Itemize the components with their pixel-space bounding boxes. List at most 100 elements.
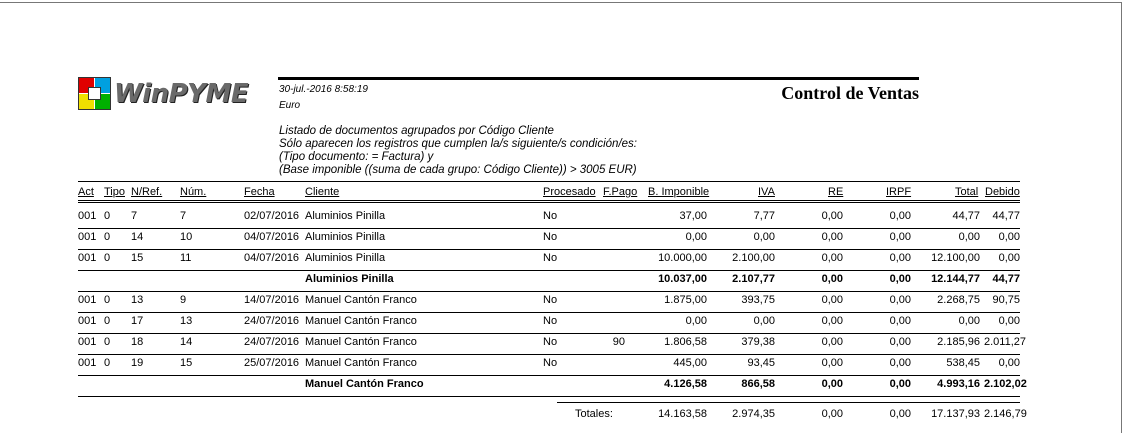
- column-header-tipo: Tipo: [104, 186, 125, 198]
- divider: [78, 291, 1020, 292]
- cell-fecha: 02/07/2016: [244, 210, 300, 222]
- divider: [78, 375, 1020, 376]
- totals-label: Totales:: [575, 408, 613, 420]
- cell-tipo: 0: [104, 294, 111, 306]
- column-header-nref: N/Ref.: [131, 186, 163, 198]
- cell-cliente: Aluminios Pinilla: [305, 231, 386, 243]
- cell-num: 15: [180, 357, 193, 369]
- description-line: (Tipo documento: = Factura) y: [279, 151, 434, 163]
- cell-act: 001: [78, 252, 97, 264]
- cell-act: 001: [78, 357, 97, 369]
- cell-nref: 15: [131, 252, 144, 264]
- report-title: Control de Ventas: [781, 83, 919, 103]
- cell-re: 0,00: [821, 336, 843, 348]
- cell-cliente: Aluminios Pinilla: [305, 210, 386, 222]
- group-subtotal-row: Manuel Cantón Franco 4.126,58 866,58 0,00 0,…: [0, 378, 1125, 398]
- cell-base: 0,00: [685, 315, 707, 327]
- cell-nref: 14: [131, 231, 144, 243]
- cell-nref: 18: [131, 336, 144, 348]
- cell-total: 12.100,00: [931, 252, 980, 264]
- winpyme-logo: WinPYME: [78, 77, 249, 110]
- cell-iva: 2.100,00: [732, 252, 775, 264]
- cell-procesado: No: [543, 231, 558, 243]
- column-header-re: RE: [828, 186, 844, 198]
- table-row: 001 0 14 10 04/07/2016 Aluminios Pinilla No 0,0…: [0, 231, 1125, 251]
- description-line: Sólo aparecen los registros que cumplen …: [279, 138, 637, 150]
- cell-nref: 19: [131, 357, 144, 369]
- cell-cliente: Aluminios Pinilla: [305, 273, 394, 285]
- cell-base: 1.806,58: [664, 336, 707, 348]
- divider: [78, 270, 1020, 271]
- cell-debido: 2.102,02: [984, 378, 1027, 390]
- cell-base: 4.126,58: [664, 378, 707, 390]
- column-header-fecha: Fecha: [244, 186, 275, 198]
- cell-debido: 0,00: [998, 315, 1020, 327]
- cell-debido: 0,00: [998, 231, 1020, 243]
- cell-irpf: 0,00: [889, 336, 911, 348]
- header-rule: [278, 77, 919, 80]
- cell-num: 7: [180, 210, 187, 222]
- divider: [78, 202, 1020, 203]
- cell-iva: 93,45: [747, 357, 775, 369]
- cell-irpf: 0,00: [889, 378, 911, 390]
- divider: [78, 181, 1020, 182]
- cell-tipo: 0: [104, 252, 111, 264]
- cell-tipo: 0: [104, 315, 111, 327]
- cell-cliente: Manuel Cantón Franco: [305, 357, 417, 369]
- cell-total: 44,77: [952, 210, 980, 222]
- cell-cliente: Manuel Cantón Franco: [305, 336, 417, 348]
- cell-num: 14: [180, 336, 193, 348]
- cell-total: 2.185,96: [937, 336, 980, 348]
- cell-re: 0,00: [821, 357, 843, 369]
- cell-procesado: No: [543, 210, 558, 222]
- cell-cliente: Manuel Cantón Franco: [305, 315, 417, 327]
- cell-debido: 44,77: [992, 210, 1020, 222]
- divider: [78, 200, 1020, 201]
- cell-fecha: 25/07/2016: [244, 357, 300, 369]
- cell-cliente: Manuel Cantón Franco: [305, 378, 424, 390]
- cell-iva: 2.974,35: [732, 408, 775, 420]
- table-row: 001 0 7 7 02/07/2016 Aluminios Pinilla No 37,00…: [0, 210, 1125, 230]
- cell-iva: 2.107,77: [732, 273, 775, 285]
- table-row: 001 0 18 14 24/07/2016 Manuel Cantón Franco No…: [0, 336, 1125, 356]
- cell-base: 37,00: [679, 210, 707, 222]
- column-header-cliente: Cliente: [305, 186, 340, 198]
- cell-irpf: 0,00: [889, 273, 911, 285]
- cell-irpf: 0,00: [889, 210, 911, 222]
- cell-base: 14.163,58: [658, 408, 707, 420]
- cell-re: 0,00: [821, 210, 843, 222]
- cell-act: 001: [78, 210, 97, 222]
- description-line: Listado de documentos agrupados por Códi…: [279, 125, 554, 137]
- cell-fecha: 14/07/2016: [244, 294, 300, 306]
- cell-re: 0,00: [821, 315, 843, 327]
- cell-procesado: No: [543, 357, 558, 369]
- cell-total: 12.144,77: [931, 273, 980, 285]
- table-header: Act Tipo N/Ref. Núm. Fecha Cliente Procesado F.…: [0, 186, 1125, 206]
- cell-iva: 393,75: [741, 294, 775, 306]
- cell-procesado: No: [543, 315, 558, 327]
- cell-irpf: 0,00: [889, 231, 911, 243]
- cell-re: 0,00: [821, 294, 843, 306]
- divider: [78, 354, 1020, 355]
- divider: [78, 249, 1020, 250]
- cell-total: 0,00: [958, 315, 980, 327]
- cell-nref: 7: [131, 210, 138, 222]
- column-header-procesado: Procesado: [543, 186, 596, 198]
- column-header-irpf: IRPF: [886, 186, 912, 198]
- column-header-num: Núm.: [180, 186, 207, 198]
- cell-iva: 379,38: [741, 336, 775, 348]
- cell-debido: 2.011,27: [984, 336, 1027, 348]
- cell-total: 0,00: [958, 231, 980, 243]
- description-line: (Base imponible ((suma de cada grupo: Có…: [279, 164, 637, 176]
- cell-fecha: 04/07/2016: [244, 252, 300, 264]
- cell-nref: 13: [131, 294, 144, 306]
- cell-fpago: 90: [612, 336, 625, 348]
- report-currency: Euro: [279, 100, 301, 111]
- cell-tipo: 0: [104, 210, 111, 222]
- table-row: 001 0 13 9 14/07/2016 Manuel Cantón Franco No 1…: [0, 294, 1125, 314]
- cell-re: 0,00: [821, 252, 843, 264]
- cell-cliente: Aluminios Pinilla: [305, 252, 386, 264]
- logo-icon: [78, 77, 111, 110]
- column-header-total: Total: [955, 186, 979, 198]
